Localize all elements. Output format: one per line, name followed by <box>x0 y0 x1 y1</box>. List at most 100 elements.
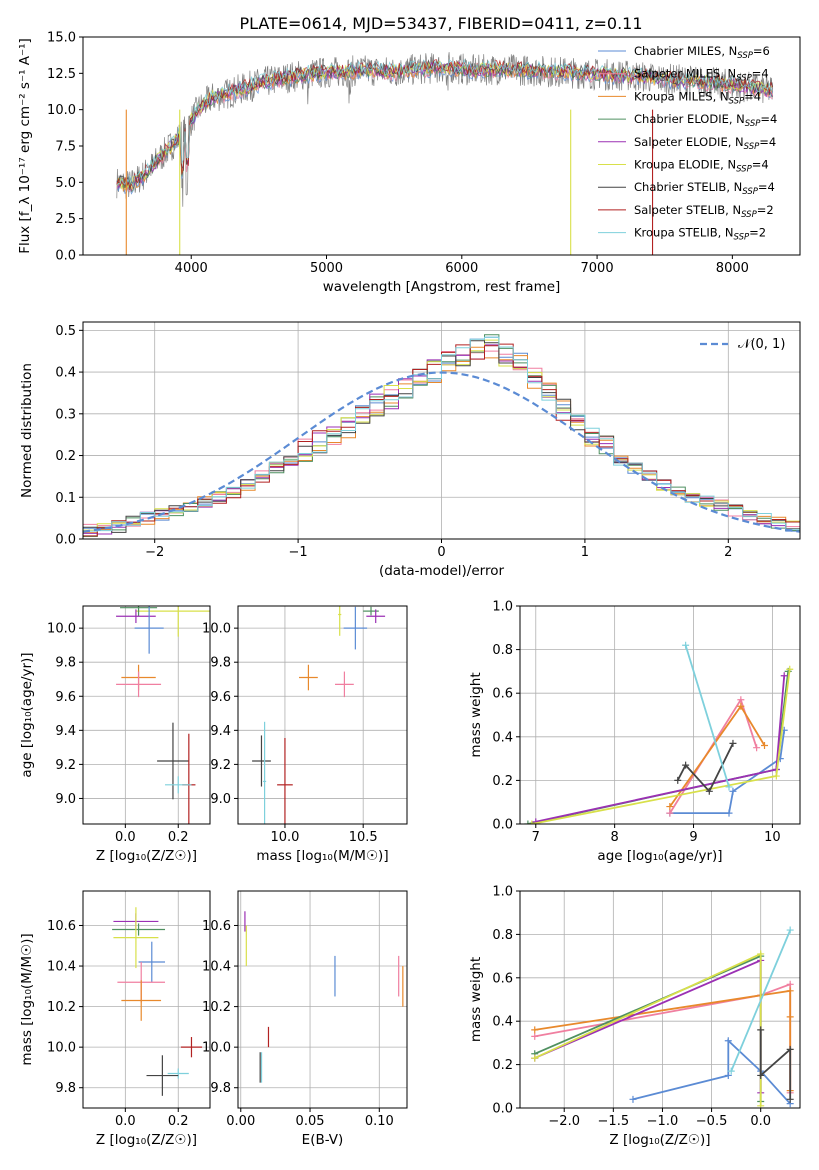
massweight_vs_Z-panel: −2.0 −1.5 −1.0 −0.5 0.0 0.0 0.2 0.4 0.6 0.8 1.0 Z [… <box>468 885 801 1148</box>
y-tick-label: 10.0 <box>202 1041 231 1056</box>
x-tick-label: 10.0 <box>270 830 299 845</box>
weight-marker <box>524 820 532 824</box>
weight-marker <box>786 1045 794 1053</box>
residuals-panel: −2 −1 0 1 2 0.0 0.1 0.2 0.3 0.4 0.5 (data-model)/er… <box>19 321 801 579</box>
y-axis-label: mass [log₁₀(M/M☉)] <box>19 933 35 1065</box>
model-spectrum-line <box>116 58 774 187</box>
y-tick-label: 10.0 <box>47 1041 76 1056</box>
legend-subscript: SSP <box>745 119 761 129</box>
x-tick-label: 7 <box>532 830 540 845</box>
legend-value: =4 <box>752 67 769 81</box>
age_vs_Z-panel: 0.0 0.2 9.0 9.2 9.4 9.6 9.8 10.0 Z [log₁₀(Z/Z☉)]… <box>19 605 211 864</box>
x-axis-label: Z [log₁₀(Z/Z☉)] <box>609 1132 710 1148</box>
weight-marker <box>786 1013 794 1021</box>
y-tick-label: 0.1 <box>55 491 76 506</box>
weight-marker <box>729 739 737 747</box>
weight-marker <box>786 665 794 673</box>
x-axis-label: mass [log₁₀(M/M☉)] <box>256 848 388 864</box>
axes-frame <box>82 36 801 256</box>
weight-marker <box>531 1026 539 1034</box>
legend-value: =2 <box>757 203 774 217</box>
legend-subscript: SSP <box>734 233 750 243</box>
weight-line <box>531 669 791 824</box>
y-axis-label: mass weight <box>468 957 484 1042</box>
legend-label: Salpeter MILES, NSSP=4 <box>634 67 769 84</box>
errorbar-point <box>165 776 192 794</box>
weight-marker <box>725 783 733 791</box>
y-tick-label: 12.5 <box>47 67 76 82</box>
y-tick-label: 9.0 <box>55 792 76 807</box>
x-tick-label: 4000 <box>175 261 208 276</box>
y-tick-label: 1.0 <box>492 885 513 900</box>
x-tick-label: 0.10 <box>365 1114 394 1129</box>
figure-title: PLATE=0614, MJD=53437, FIBERID=0411, z=0… <box>239 14 642 33</box>
weight-marker <box>682 761 690 769</box>
errorbar-point <box>135 606 210 637</box>
model-spectrum-line <box>116 61 773 193</box>
weight-marker <box>786 1095 794 1103</box>
y-tick-label: 10.0 <box>202 622 231 637</box>
y-tick-label: 9.8 <box>210 656 231 671</box>
axes-frame <box>82 321 801 540</box>
errorbar-point <box>146 1055 179 1096</box>
legend-value: =4 <box>752 158 769 172</box>
errorbar-point <box>338 606 342 636</box>
x-tick-label: 1 <box>581 545 589 560</box>
weight-marker <box>531 1054 539 1062</box>
x-axis-label: E(B-V) <box>302 1132 344 1148</box>
legend-label: Chabrier ELODIE, NSSP=4 <box>634 112 777 129</box>
y-tick-label: 9.8 <box>210 1081 231 1096</box>
weight-marker <box>666 803 674 811</box>
weight-marker <box>757 1026 765 1034</box>
y-tick-label: 0.2 <box>55 449 76 464</box>
errorbar-point <box>263 721 267 824</box>
y-tick-label: 0.2 <box>492 774 513 789</box>
weight-marker <box>682 641 690 649</box>
x-axis-label: age [log₁₀(age/yr)] <box>597 848 722 864</box>
errorbar-point <box>138 941 166 983</box>
y-tick-label: 9.8 <box>55 656 76 671</box>
y-tick-label: 0.2 <box>492 1058 513 1073</box>
spectrum-panel: 4000 5000 6000 7000 8000 0.0 2.5 5.0 7.5 10.0 12.5… <box>17 31 801 295</box>
legend-value: =4 <box>744 89 761 103</box>
y-axis-label: age [log₁₀(age/yr)] <box>19 652 35 777</box>
x-tick-label: 2 <box>724 545 732 560</box>
y-tick-label: 9.2 <box>210 758 231 773</box>
y-tick-label: 0.8 <box>492 643 513 658</box>
residuals-marks <box>83 334 800 537</box>
x-tick-label: −2 <box>145 545 164 560</box>
y-tick-label: 10.2 <box>202 1000 231 1015</box>
x-tick-label: 0.0 <box>115 1114 136 1129</box>
weight-marker <box>727 1067 735 1075</box>
spectrum-marks <box>116 52 774 255</box>
y-tick-label: 0.3 <box>55 407 76 422</box>
age_vs_Z-marks <box>116 606 210 824</box>
weight-marker <box>724 1071 732 1079</box>
legend-label: Chabrier MILES, NSSP=6 <box>634 44 770 61</box>
x-tick-label: 0.2 <box>168 1114 189 1129</box>
axes-frame <box>519 605 801 825</box>
weight-line <box>759 1029 792 1100</box>
x-tick-label: 0.00 <box>226 1114 255 1129</box>
legend-subscript: SSP <box>729 96 745 106</box>
y-tick-label: 10.0 <box>47 103 76 118</box>
y-axis-label: Flux [f_λ 10⁻¹⁷ erg cm⁻² s⁻¹ A⁻¹] <box>17 38 33 254</box>
y-tick-label: 9.4 <box>55 724 76 739</box>
x-tick-label: 8 <box>611 830 619 845</box>
y-tick-label: 0.0 <box>55 249 76 264</box>
y-axis-label: Normed distribution <box>19 363 35 498</box>
y-tick-label: 0.4 <box>492 1015 513 1030</box>
y-tick-label: 9.0 <box>210 792 231 807</box>
massweight_vs_age-marks <box>524 641 794 824</box>
x-tick-label: −1.5 <box>598 1114 630 1129</box>
y-tick-label: 10.4 <box>47 960 76 975</box>
weight-marker <box>674 776 682 784</box>
y-tick-label: 0.6 <box>492 687 513 702</box>
errorbar-point <box>167 1068 189 1079</box>
y-tick-label: 9.2 <box>55 758 76 773</box>
legend-subscript: SSP <box>736 74 752 84</box>
x-tick-label: 0.0 <box>750 1114 771 1129</box>
errorbar-point <box>366 609 386 624</box>
weight-line <box>535 675 786 823</box>
weight-marker <box>724 1037 732 1045</box>
